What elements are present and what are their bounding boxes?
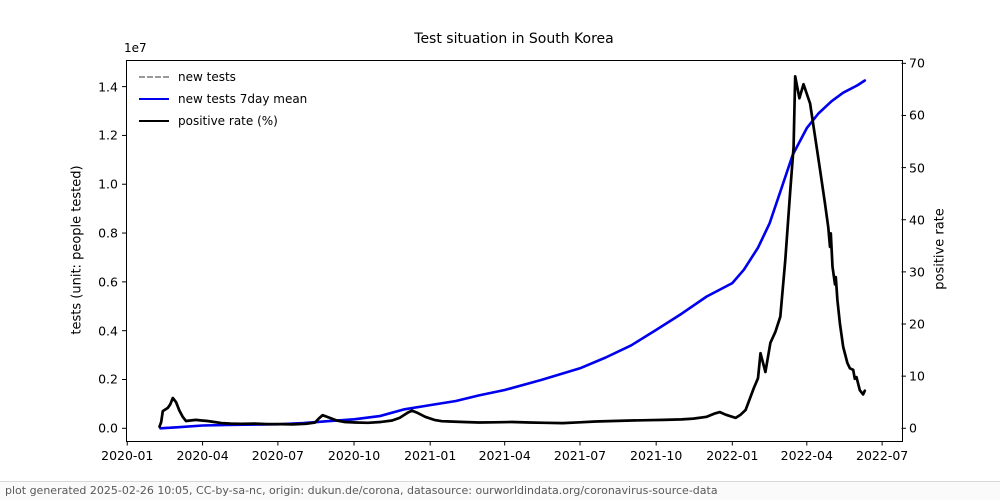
footer-caption: plot generated 2025-02-26 10:05, CC-by-s… — [0, 481, 1000, 500]
solid-line-swatch — [139, 98, 169, 100]
chart-title: Test situation in South Korea — [414, 31, 614, 47]
series-positive-rate- — [158, 75, 867, 429]
solid-line-swatch — [139, 120, 169, 122]
dashed-line-swatch — [139, 76, 169, 78]
left-axis-offset-label: 1e7 — [124, 41, 147, 55]
legend-label: positive rate (%) — [178, 114, 278, 128]
legend-item-new-tests-7day-mean: new tests 7day mean — [139, 88, 307, 110]
legend-label: new tests — [178, 70, 236, 84]
plot-canvas — [122, 60, 906, 446]
legend-item-new-tests: new tests — [139, 66, 307, 88]
legend: new tests new tests 7day mean positive r… — [139, 66, 307, 132]
legend-label: new tests 7day mean — [178, 92, 308, 106]
legend-item-positive-rate: positive rate (%) — [139, 110, 307, 132]
